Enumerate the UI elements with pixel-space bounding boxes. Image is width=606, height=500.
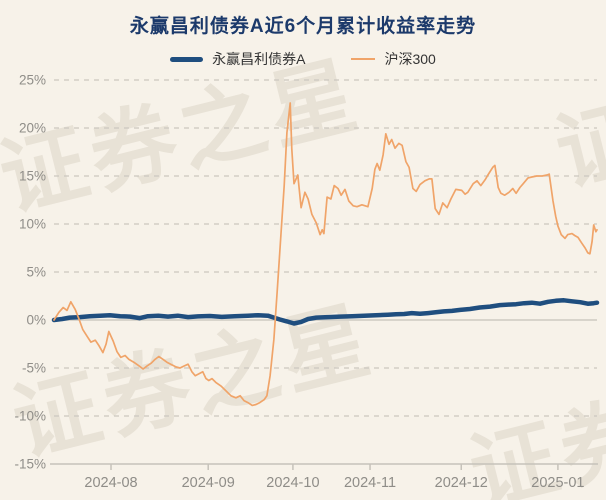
y-axis-label: 10% bbox=[19, 217, 46, 232]
y-axis-label: -15% bbox=[14, 457, 46, 472]
y-axis-label: 20% bbox=[19, 121, 46, 136]
index-line-series bbox=[53, 102, 598, 407]
x-axis-label: 2024-09 bbox=[182, 475, 235, 491]
y-axis-label: 15% bbox=[19, 169, 46, 184]
fund-line-swatch bbox=[170, 56, 204, 62]
index-legend-label: 沪深300 bbox=[384, 51, 436, 67]
x-axis-label: 2024-10 bbox=[266, 475, 319, 491]
index-line-swatch bbox=[351, 58, 376, 60]
y-axis-label: -10% bbox=[14, 409, 46, 424]
y-axis-label: 25% bbox=[19, 73, 46, 88]
x-axis-label: 2024-08 bbox=[84, 475, 137, 491]
fund-legend-label: 永赢昌利债券A bbox=[212, 51, 306, 67]
y-axis-label: 0% bbox=[26, 313, 46, 328]
x-axis-label: 2024-11 bbox=[344, 475, 396, 491]
y-axis-label: -5% bbox=[22, 361, 46, 376]
chart-legend: 永赢昌利债券A 沪深300 bbox=[0, 49, 606, 69]
legend-item-index[interactable]: 沪深300 bbox=[351, 49, 436, 69]
x-axis-label: 2025-01 bbox=[531, 475, 584, 491]
chart-title: 永赢昌利债券A近6个月累计收益率走势 bbox=[129, 16, 477, 37]
legend-item-fund[interactable]: 永赢昌利债券A bbox=[170, 49, 305, 69]
x-axis-label: 2024-12 bbox=[435, 475, 488, 491]
y-axis-label: 5% bbox=[26, 265, 46, 280]
fund-line-series bbox=[51, 298, 600, 326]
